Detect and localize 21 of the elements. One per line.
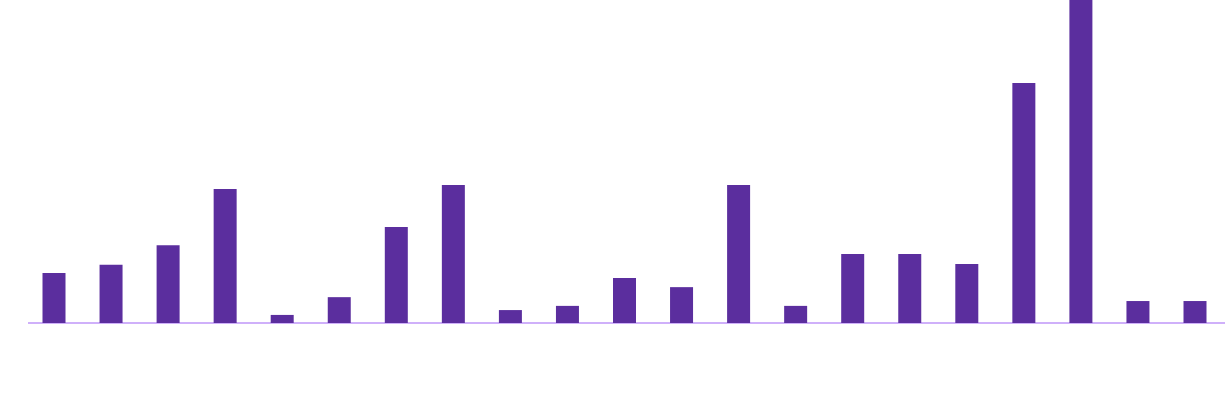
bar xyxy=(841,253,865,323)
bar xyxy=(1069,0,1093,323)
bar xyxy=(213,188,237,323)
bar xyxy=(441,185,465,323)
bar xyxy=(99,264,123,323)
bar xyxy=(1183,301,1207,323)
bar xyxy=(727,185,751,323)
bar xyxy=(1126,301,1150,323)
bar xyxy=(555,305,579,323)
bar xyxy=(384,227,408,323)
bar xyxy=(898,253,922,323)
bar xyxy=(327,297,351,323)
bar xyxy=(1012,83,1036,323)
bar xyxy=(670,287,694,323)
bar xyxy=(613,278,636,323)
bar xyxy=(784,305,808,323)
bar xyxy=(156,245,180,323)
bar xyxy=(42,272,66,323)
bar xyxy=(498,310,522,323)
bar xyxy=(955,263,979,323)
bar xyxy=(270,314,294,323)
